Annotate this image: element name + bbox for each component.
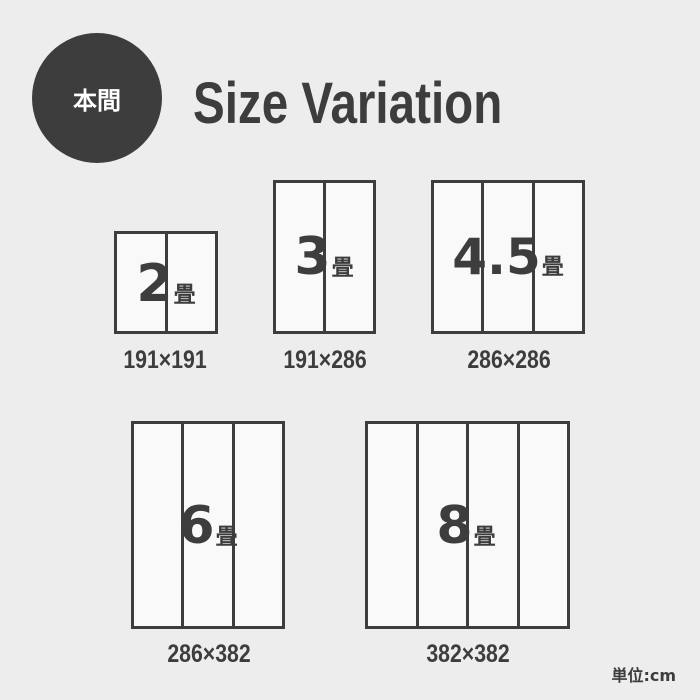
mat-3-jo [273,180,376,334]
badge: 本間 [32,33,162,163]
page-title: Size Variation [193,71,503,136]
size-label: 4.5 畳 [452,228,564,286]
mat-4-5-jo [431,180,585,334]
mat-2-jo [114,231,218,334]
dimensions: 191×286 [283,346,367,374]
unit-note: 単位:cm [611,666,676,685]
dimensions: 191×191 [123,346,207,374]
mat-6-jo [131,421,285,629]
dimensions: 286×286 [467,346,551,374]
dimensions: 382×382 [426,640,510,668]
dimensions: 286×382 [167,640,251,668]
mat-8-jo [365,421,570,629]
